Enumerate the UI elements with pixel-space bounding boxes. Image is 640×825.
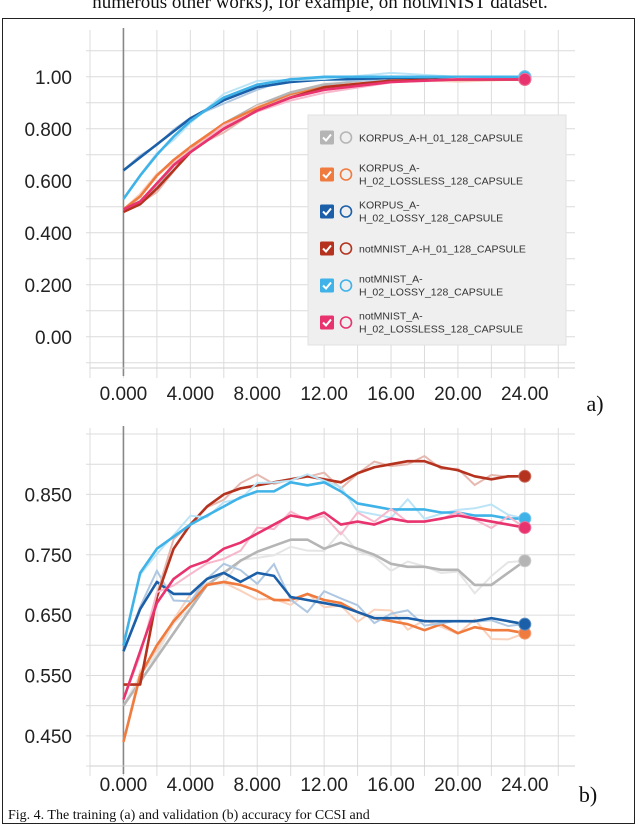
legend-checkbox[interactable] bbox=[320, 204, 334, 219]
legend-marker bbox=[339, 316, 353, 329]
legend-label: H_02_LOSSLESS_128_CAPSULE bbox=[359, 324, 523, 336]
bottom-caption: Fig. 4. The training (a) and validation … bbox=[8, 808, 370, 823]
check-icon bbox=[322, 281, 332, 290]
legend-label: H_02_LOSSY_128_CAPSULE bbox=[359, 287, 503, 299]
legend-item-notmnist-a-h-01-128-capsule[interactable]: notMNIST_A-H_01_128_CAPSULE bbox=[320, 241, 526, 256]
figure-frame bbox=[2, 18, 635, 824]
series-line-korpus-a-h-02-lossy-128-capsule bbox=[122, 571, 526, 652]
y-tick-label: 0.200 bbox=[24, 276, 72, 297]
series-line-notmnist-a-h-02-lossless-128-capsule bbox=[122, 78, 525, 211]
legend-item-korpus-a-h-01-128-capsule[interactable]: KORPUS_A-H_01_128_CAPSULE bbox=[320, 130, 523, 145]
check-icon bbox=[322, 318, 332, 327]
check-icon bbox=[322, 133, 332, 142]
panel-b: 0.450 0.550 0.650 0.750 0.850 0.000 4.000 8.000… bbox=[24, 426, 597, 807]
series-line-korpus-a-h-02-lossless-128-capsule bbox=[122, 580, 526, 743]
x-tick-label: 20.00 bbox=[434, 775, 482, 796]
legend-marker bbox=[339, 242, 353, 255]
legend-background bbox=[307, 114, 567, 346]
y-tick-label: 0.800 bbox=[24, 120, 72, 141]
legend-label: KORPUS_A- bbox=[359, 200, 420, 212]
x-tick-label: 20.00 bbox=[434, 384, 482, 405]
y-tick-label: 0.850 bbox=[24, 485, 72, 506]
x-tick-label: 24.00 bbox=[501, 384, 549, 405]
x-tick-label: 16.00 bbox=[367, 775, 415, 796]
check-icon bbox=[322, 170, 332, 179]
check-icon bbox=[322, 244, 332, 253]
series-line-notmnist-a-h-02-lossless-128-capsule bbox=[122, 511, 526, 701]
y-tick-label: 1.00 bbox=[35, 68, 72, 89]
check-icon bbox=[322, 207, 332, 216]
y-tick-label: 0.00 bbox=[35, 328, 72, 349]
x-tick-label: 0.000 bbox=[100, 775, 148, 796]
y-tick-label: 0.400 bbox=[24, 224, 72, 245]
legend-label: notMNIST_A-H_01_128_CAPSULE bbox=[359, 244, 526, 256]
legend-checkbox[interactable] bbox=[320, 241, 334, 256]
series-end-point bbox=[518, 72, 532, 86]
series-end-point bbox=[518, 554, 532, 568]
legend-checkbox[interactable] bbox=[320, 130, 334, 145]
legend-marker bbox=[339, 205, 353, 218]
series-line-notmnist-a-h-02-lossy-128-capsule bbox=[122, 75, 525, 200]
legend-label: KORPUS_A-H_01_128_CAPSULE bbox=[359, 133, 523, 145]
series-raw-notmnist-a-h-02-lossy-128-capsule bbox=[122, 473, 526, 646]
panel-label: b) bbox=[579, 782, 597, 807]
legend-label: notMNIST_A- bbox=[359, 274, 423, 286]
x-tick-label: 8.000 bbox=[233, 384, 281, 405]
legend-checkbox[interactable] bbox=[320, 167, 334, 182]
y-tick-label: 0.450 bbox=[24, 727, 72, 748]
legend-item-korpus-a-h-02-lossy-128-capsule[interactable]: KORPUS_A-H_02_LOSSY_128_CAPSULE bbox=[320, 200, 503, 225]
panel-label: a) bbox=[586, 391, 603, 416]
legend-marker bbox=[339, 168, 353, 181]
series-raw-notmnist-a-h-02-lossless-128-capsule bbox=[122, 507, 526, 700]
x-tick-label: 16.00 bbox=[367, 384, 415, 405]
legend-item-korpus-a-h-02-lossless-128-capsule[interactable]: KORPUS_A-H_02_LOSSLESS_128_CAPSULE bbox=[320, 163, 523, 188]
legend-checkbox[interactable] bbox=[320, 315, 334, 330]
legend-item-notmnist-a-h-02-lossy-128-capsule[interactable]: notMNIST_A-H_02_LOSSY_128_CAPSULE bbox=[320, 274, 503, 299]
x-tick-label: 12.00 bbox=[300, 775, 348, 796]
legend-label: KORPUS_A- bbox=[359, 163, 420, 175]
x-tick-label: 12.00 bbox=[300, 384, 348, 405]
y-tick-label: 0.550 bbox=[24, 666, 72, 687]
legend: KORPUS_A-H_01_128_CAPSULEKORPUS_A-H_02_L… bbox=[307, 114, 567, 346]
x-tick-label: 4.000 bbox=[167, 384, 215, 405]
legend-label: H_02_LOSSY_128_CAPSULE bbox=[359, 213, 503, 225]
y-tick-label: 0.600 bbox=[24, 172, 72, 193]
x-tick-label: 0.000 bbox=[100, 384, 148, 405]
y-tick-label: 0.750 bbox=[24, 546, 72, 567]
top-caption: numerous other works), for example, on n… bbox=[92, 0, 548, 13]
y-tick-label: 0.650 bbox=[24, 606, 72, 627]
legend-label: H_02_LOSSLESS_128_CAPSULE bbox=[359, 176, 523, 188]
legend-label: notMNIST_A- bbox=[359, 311, 423, 323]
series-end-point bbox=[518, 617, 532, 631]
legend-marker bbox=[339, 131, 353, 144]
x-tick-label: 4.000 bbox=[167, 775, 215, 796]
panel-a: 0.00 0.200 0.400 0.600 0.800 1.00 0.000 4.000 8.… bbox=[24, 28, 604, 416]
series-end-point bbox=[518, 521, 532, 535]
series-end-point bbox=[518, 469, 532, 483]
legend-marker bbox=[339, 279, 353, 292]
legend-checkbox[interactable] bbox=[320, 278, 334, 293]
series-line-korpus-a-h-01-128-capsule bbox=[122, 538, 526, 707]
legend-item-notmnist-a-h-02-lossless-128-capsule[interactable]: notMNIST_A-H_02_LOSSLESS_128_CAPSULE bbox=[320, 311, 523, 336]
x-tick-label: 24.00 bbox=[501, 775, 549, 796]
x-tick-label: 8.000 bbox=[233, 775, 281, 796]
